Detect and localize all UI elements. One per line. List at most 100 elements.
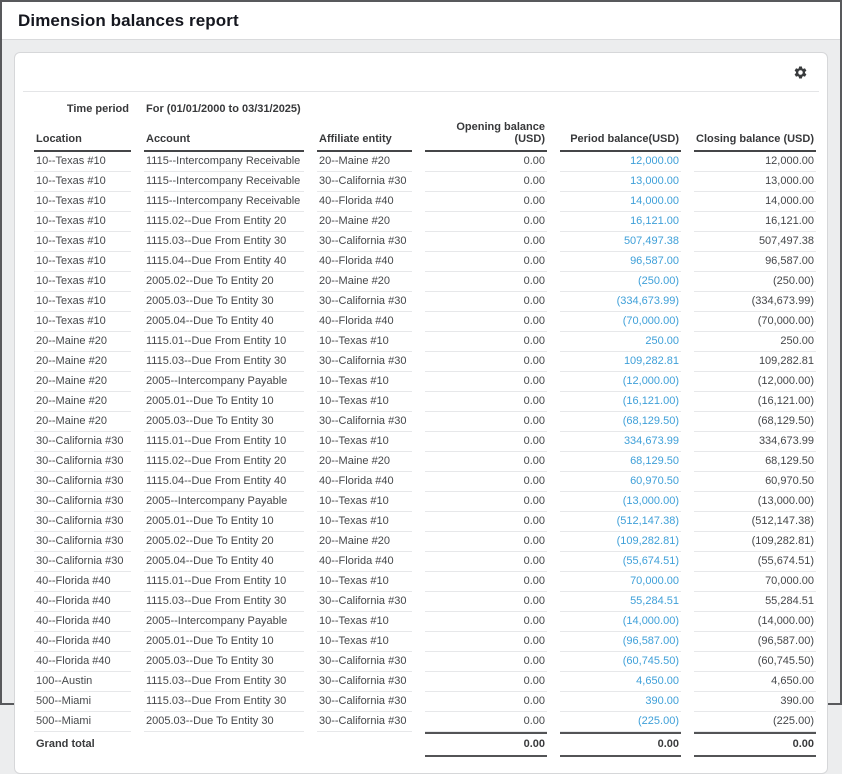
cell-affiliate: 10--Texas #10	[317, 372, 412, 392]
cell-location: 30--California #30	[34, 532, 131, 552]
cell-opening-balance: 0.00	[425, 512, 547, 532]
cell-account: 1115.02--Due From Entity 20	[144, 212, 304, 232]
cell-account: 2005.01--Due To Entity 10	[144, 512, 304, 532]
cell-location: 40--Florida #40	[34, 652, 131, 672]
cell-location: 10--Texas #10	[34, 172, 131, 192]
column-header-opening: Opening balance (USD)	[425, 119, 547, 152]
cell-opening-balance: 0.00	[425, 292, 547, 312]
period-balance-link[interactable]: 70,000.00	[630, 575, 679, 587]
cell-opening-balance: 0.00	[425, 552, 547, 572]
table-row: 30--California #30 1115.04--Due From Enti…	[34, 472, 816, 492]
cell-closing-balance: 250.00	[694, 332, 816, 352]
cell-account: 2005--Intercompany Payable	[144, 492, 304, 512]
period-balance-link[interactable]: (16,121.00)	[622, 395, 679, 407]
cell-closing-balance: 13,000.00	[694, 172, 816, 192]
period-balance-link[interactable]: 16,121.00	[630, 215, 679, 227]
cell-location: 20--Maine #20	[34, 392, 131, 412]
cell-opening-balance: 0.00	[425, 592, 547, 612]
period-balance-link[interactable]: (55,674.51)	[622, 555, 679, 567]
cell-opening-balance: 0.00	[425, 172, 547, 192]
period-balance-link[interactable]: 55,284.51	[630, 595, 679, 607]
cell-period-balance: 507,497.38	[560, 232, 681, 252]
period-balance-link[interactable]: (12,000.00)	[622, 375, 679, 387]
cell-period-balance: (14,000.00)	[560, 612, 681, 632]
cell-location: 40--Florida #40	[34, 612, 131, 632]
period-balance-link[interactable]: 507,497.38	[623, 235, 679, 247]
cell-period-balance: (512,147.38)	[560, 512, 681, 532]
cell-location: 30--California #30	[34, 552, 131, 572]
cell-opening-balance: 0.00	[425, 572, 547, 592]
cell-location: 30--California #30	[34, 492, 131, 512]
period-balance-link[interactable]: (512,147.38)	[616, 515, 679, 527]
period-balance-link[interactable]: 334,673.99	[623, 435, 679, 447]
table-row: 10--Texas #10 1115.03--Due From Entity 30…	[34, 232, 816, 252]
cell-affiliate: 30--California #30	[317, 412, 412, 432]
period-balance-link[interactable]: (250.00)	[638, 275, 679, 287]
cell-account: 1115--Intercompany Receivable	[144, 172, 304, 192]
cell-period-balance: (250.00)	[560, 272, 681, 292]
settings-button[interactable]	[791, 63, 809, 81]
grand-total-closing: 0.00	[694, 732, 816, 757]
cell-period-balance: (13,000.00)	[560, 492, 681, 512]
cell-closing-balance: 4,650.00	[694, 672, 816, 692]
period-balance-link[interactable]: 109,282.81	[623, 355, 679, 367]
period-balance-link[interactable]: 390.00	[645, 695, 679, 707]
cell-opening-balance: 0.00	[425, 492, 547, 512]
table-row: 100--Austin 1115.03--Due From Entity 30 30…	[34, 672, 816, 692]
period-balance-link[interactable]: (60,745.50)	[622, 655, 679, 667]
cell-opening-balance: 0.00	[425, 412, 547, 432]
period-balance-link[interactable]: (96,587.00)	[622, 635, 679, 647]
cell-period-balance: 70,000.00	[560, 572, 681, 592]
cell-period-balance: (96,587.00)	[560, 632, 681, 652]
cell-affiliate: 30--California #30	[317, 232, 412, 252]
column-header-affiliate: Affiliate entity	[317, 119, 412, 152]
cell-affiliate: 20--Maine #20	[317, 272, 412, 292]
cell-account: 2005.01--Due To Entity 10	[144, 392, 304, 412]
cell-opening-balance: 0.00	[425, 352, 547, 372]
cell-closing-balance: (225.00)	[694, 712, 816, 732]
grand-total-label: Grand total	[36, 738, 95, 750]
period-balance-link[interactable]: 250.00	[645, 335, 679, 347]
cell-affiliate: 40--Florida #40	[317, 252, 412, 272]
cell-location: 100--Austin	[34, 672, 131, 692]
cell-account: 2005.03--Due To Entity 30	[144, 412, 304, 432]
period-balance-link[interactable]: (109,282.81)	[616, 535, 679, 547]
period-balance-link[interactable]: (13,000.00)	[622, 495, 679, 507]
cell-opening-balance: 0.00	[425, 692, 547, 712]
cell-opening-balance: 0.00	[425, 532, 547, 552]
cell-account: 2005.04--Due To Entity 40	[144, 552, 304, 572]
cell-location: 20--Maine #20	[34, 352, 131, 372]
table-wrap: Time period For (01/01/2000 to 03/31/202…	[15, 92, 827, 757]
cell-account: 1115.01--Due From Entity 10	[144, 432, 304, 452]
cell-period-balance: (70,000.00)	[560, 312, 681, 332]
period-balance-link[interactable]: (14,000.00)	[622, 615, 679, 627]
table-row: 10--Texas #10 1115--Intercompany Receivab…	[34, 192, 816, 212]
period-balance-link[interactable]: 12,000.00	[630, 155, 679, 167]
cell-closing-balance: 60,970.50	[694, 472, 816, 492]
period-balance-link[interactable]: 96,587.00	[630, 255, 679, 267]
cell-opening-balance: 0.00	[425, 232, 547, 252]
cell-account: 1115.04--Due From Entity 40	[144, 252, 304, 272]
period-balance-link[interactable]: (70,000.00)	[622, 315, 679, 327]
cell-location: 10--Texas #10	[34, 252, 131, 272]
cell-opening-balance: 0.00	[425, 372, 547, 392]
toolbar-divider	[23, 91, 819, 92]
period-balance-link[interactable]: 4,650.00	[636, 675, 679, 687]
period-balance-link[interactable]: (334,673.99)	[616, 295, 679, 307]
card-toolbar	[15, 53, 827, 85]
cell-account: 1115.03--Due From Entity 30	[144, 592, 304, 612]
cell-period-balance: 4,650.00	[560, 672, 681, 692]
period-balance-link[interactable]: (68,129.50)	[622, 415, 679, 427]
column-header-row: Location Account Affiliate entity Openin…	[34, 119, 816, 152]
period-balance-link[interactable]: 14,000.00	[630, 195, 679, 207]
cell-opening-balance: 0.00	[425, 712, 547, 732]
cell-affiliate: 30--California #30	[317, 592, 412, 612]
period-balance-link[interactable]: 68,129.50	[630, 455, 679, 467]
cell-closing-balance: 96,587.00	[694, 252, 816, 272]
period-balance-link[interactable]: (225.00)	[638, 715, 679, 727]
time-period-value: For (01/01/2000 to 03/31/2025)	[146, 103, 301, 115]
cell-affiliate: 30--California #30	[317, 172, 412, 192]
period-balance-link[interactable]: 60,970.50	[630, 475, 679, 487]
cell-closing-balance: (16,121.00)	[694, 392, 816, 412]
period-balance-link[interactable]: 13,000.00	[630, 175, 679, 187]
